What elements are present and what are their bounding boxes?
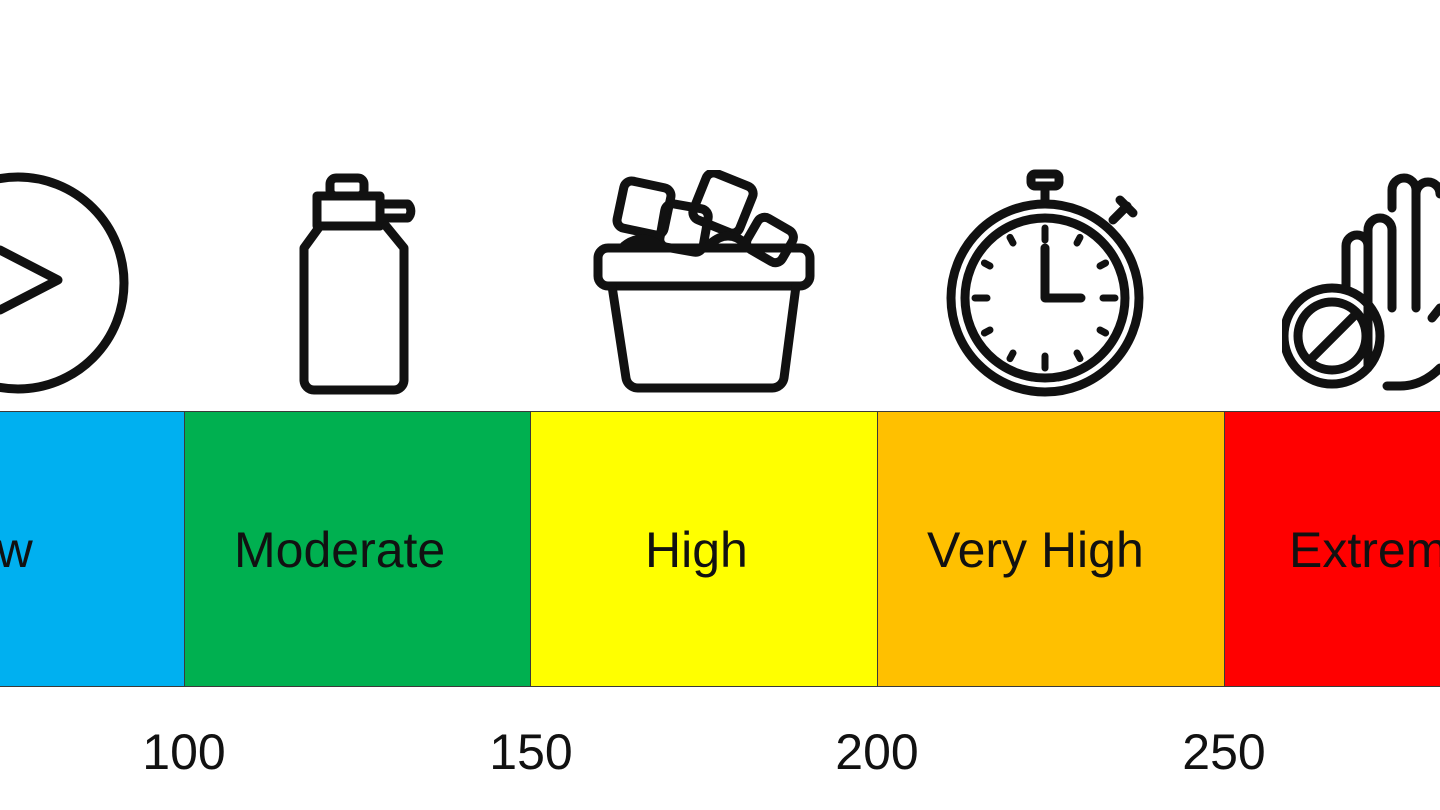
threshold-label-200: 200 (835, 724, 919, 780)
threshold-label-250: 250 (1182, 724, 1266, 780)
level-band-low: Low (0, 411, 185, 687)
stop-hand-icon (1282, 173, 1440, 391)
ice-bucket-icon (593, 170, 815, 393)
level-label-very-high: Very High (927, 522, 1144, 578)
level-band-extreme: Extreme (1224, 411, 1440, 687)
level-label-moderate: Moderate (234, 522, 446, 578)
threshold-label-100: 100 (142, 724, 226, 780)
level-label-extreme: Extreme (1289, 522, 1440, 578)
level-label-high: High (645, 522, 748, 578)
level-label-low: Low (0, 522, 33, 578)
play-circle-icon (0, 172, 129, 394)
water-bottle-icon (299, 173, 416, 395)
level-band-moderate: Moderate (184, 411, 531, 687)
threshold-label-150: 150 (489, 724, 573, 780)
level-band-very-high: Very High (877, 411, 1225, 687)
level-band-high: High (530, 411, 878, 687)
stopwatch-icon (946, 169, 1144, 397)
